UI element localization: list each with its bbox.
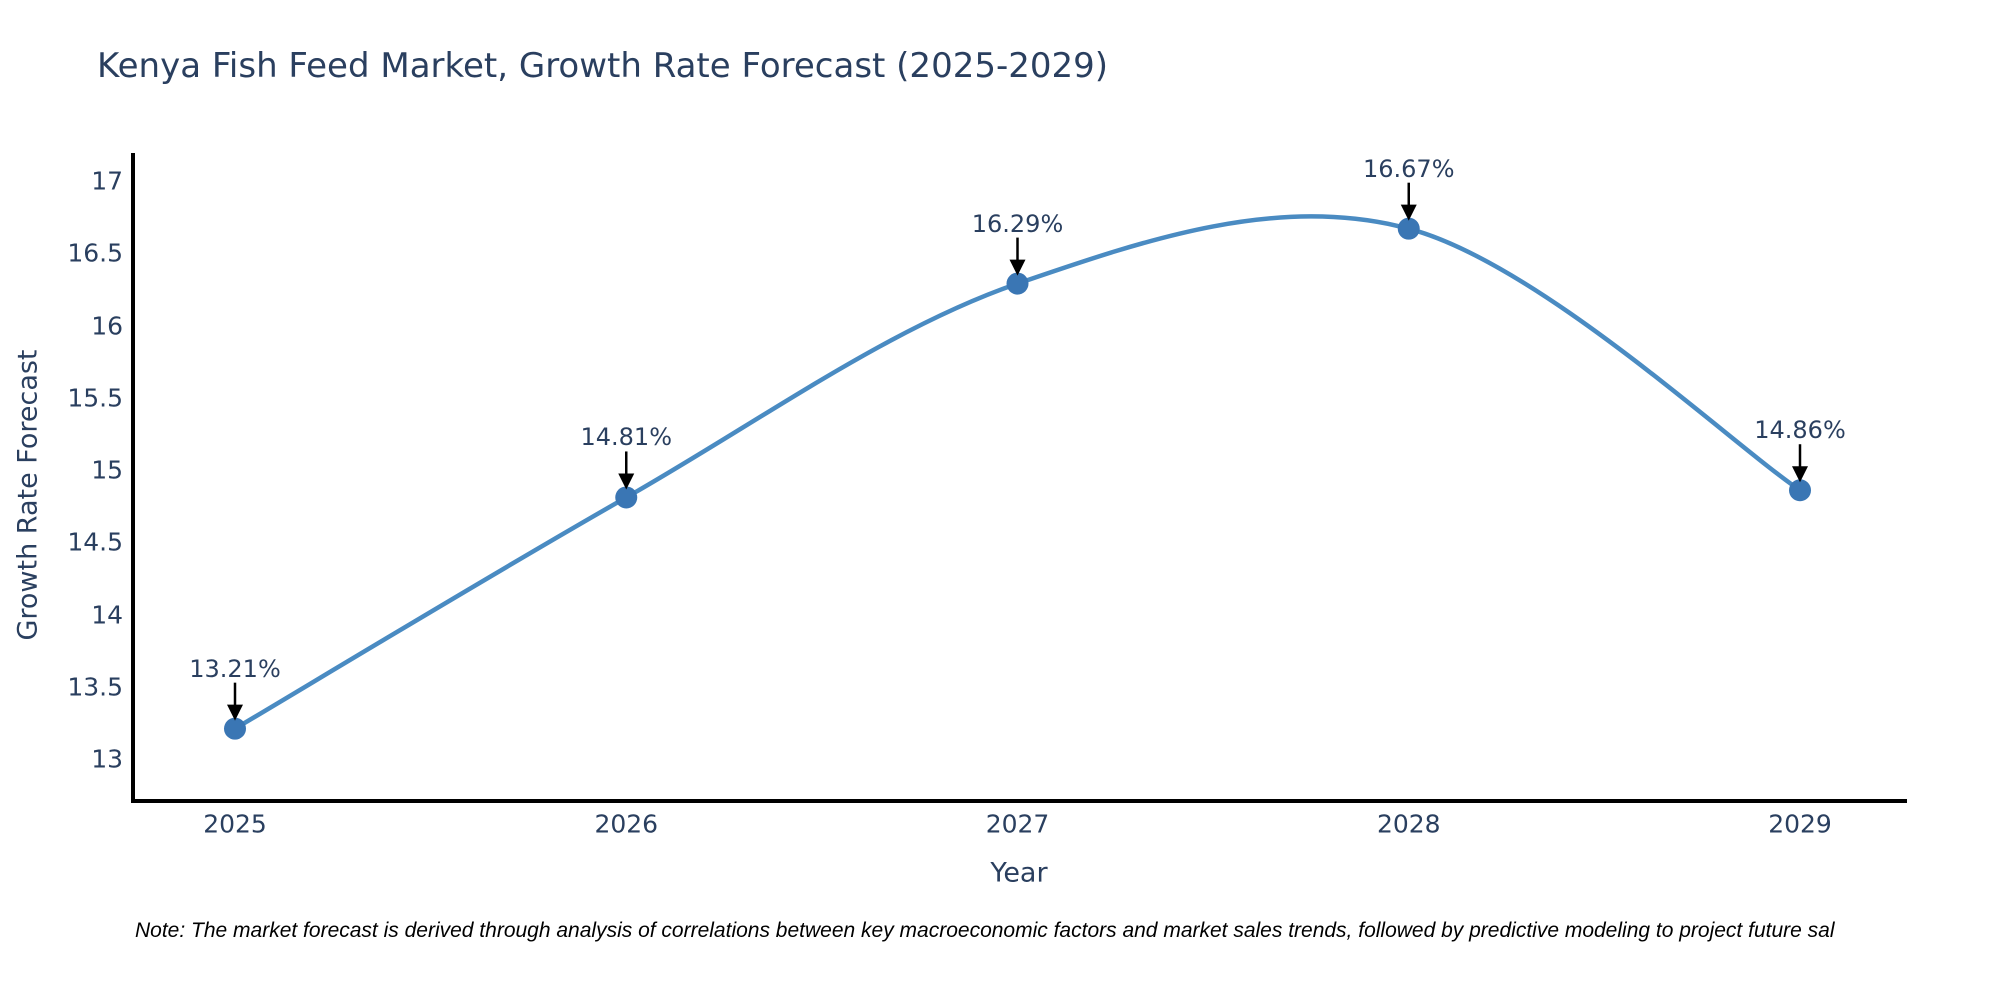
y-tick-label: 15 xyxy=(91,455,123,485)
data-point-value-label: 13.21% xyxy=(189,654,281,683)
y-tick-label: 13 xyxy=(91,744,123,774)
y-tick-label: 17 xyxy=(91,166,123,196)
annotation-arrowhead-icon xyxy=(1400,204,1417,221)
y-tick-label: 16 xyxy=(91,311,123,340)
x-axis-title: Year xyxy=(990,857,1048,889)
data-point-value-label: 16.29% xyxy=(971,209,1064,238)
x-tick-label: 2025 xyxy=(203,809,267,839)
data-point-value-label: 16.67% xyxy=(1362,154,1455,183)
data-point-marker xyxy=(1397,217,1420,240)
chart-footnote: Note: The market forecast is derived thr… xyxy=(135,919,1835,942)
x-tick-label: 2028 xyxy=(1376,809,1441,839)
y-tick-label: 14.5 xyxy=(67,527,123,557)
chart-title: Kenya Fish Feed Market, Growth Rate Fore… xyxy=(97,46,1109,86)
x-tick-label: 2029 xyxy=(1768,809,1832,839)
y-axis-title: Growth Rate Forecast xyxy=(12,349,44,641)
annotation-arrowhead-icon xyxy=(1792,466,1808,483)
x-tick-label: 2027 xyxy=(985,809,1050,839)
data-point-marker xyxy=(1006,272,1029,295)
data-point-marker xyxy=(615,486,638,509)
y-tick-label: 16.5 xyxy=(67,238,123,268)
y-tick-label: 15.5 xyxy=(67,383,123,413)
y-tick-label: 13.5 xyxy=(67,672,123,702)
data-point-marker xyxy=(224,717,246,740)
annotation-arrowhead-icon xyxy=(227,704,243,721)
annotation-arrowhead-icon xyxy=(1009,259,1026,276)
x-tick-label: 2026 xyxy=(594,809,659,839)
annotation-arrowhead-icon xyxy=(618,473,635,490)
data-point-value-label: 14.81% xyxy=(580,423,673,452)
y-tick-label: 14 xyxy=(91,600,123,629)
data-point-marker xyxy=(1789,479,1811,502)
data-point-value-label: 14.86% xyxy=(1754,416,1846,445)
